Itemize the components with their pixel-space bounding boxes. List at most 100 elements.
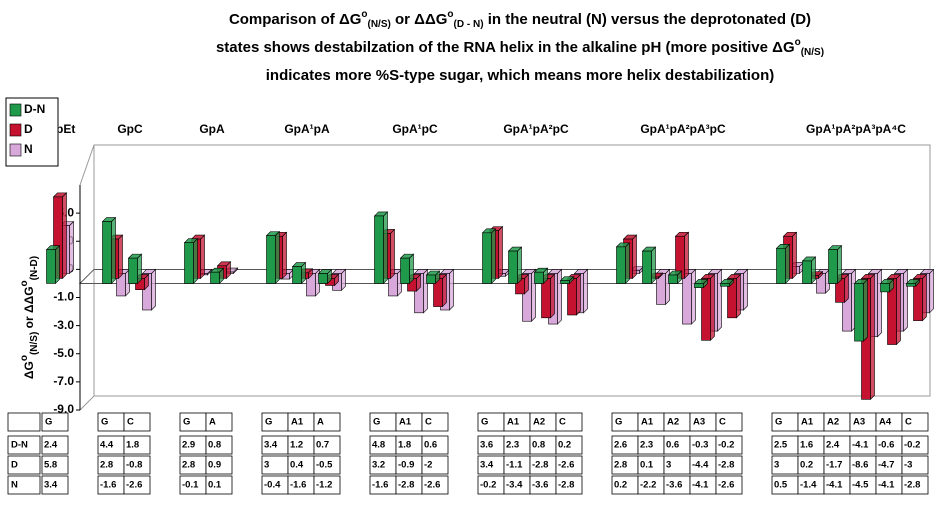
- bar-side: [118, 234, 123, 280]
- table-value: -2.8: [398, 480, 414, 491]
- table-header: A3: [693, 417, 705, 428]
- group-label: GpA¹pA²pA³pC: [640, 122, 726, 136]
- table-header: G: [615, 417, 622, 428]
- group-label: GpA: [199, 122, 225, 136]
- table-value: 2.5: [774, 440, 788, 451]
- table-value: 0.1: [208, 480, 222, 491]
- table-cell: [715, 412, 743, 432]
- bar: [210, 271, 220, 284]
- text-part: o: [19, 280, 30, 286]
- table-value: 3: [774, 460, 779, 471]
- table-value: -2.2: [640, 480, 656, 491]
- bar-side: [863, 278, 868, 342]
- table-cell: [555, 455, 583, 475]
- bar-side: [69, 220, 74, 275]
- bar: [887, 278, 897, 345]
- table-value: -8.6: [852, 460, 868, 471]
- bar: [720, 283, 730, 287]
- table-value: 2.8: [182, 460, 195, 471]
- legend-swatch: [9, 143, 22, 157]
- text-part: (N/S): [368, 19, 391, 30]
- table-value: 0.6: [666, 440, 679, 451]
- bar-side: [743, 268, 748, 311]
- table-header: C: [719, 417, 726, 428]
- bar: [426, 274, 436, 284]
- bar: [318, 273, 328, 284]
- table-label-cell: [7, 475, 41, 495]
- table-header: A3: [853, 417, 865, 428]
- table-value: -2: [424, 460, 432, 471]
- bar: [508, 250, 518, 284]
- legend-label: D-N: [24, 102, 45, 116]
- table-header: A2: [667, 417, 679, 428]
- table-cell: [555, 475, 583, 495]
- table-value: -3: [904, 460, 912, 471]
- table-row-label: N: [11, 480, 18, 491]
- bar-side: [550, 273, 555, 319]
- table-cell: [205, 435, 233, 455]
- bar-side: [922, 273, 927, 322]
- bar-side: [383, 211, 388, 285]
- table-cell: [123, 435, 151, 455]
- table-header: A1: [291, 417, 304, 428]
- bar-side: [792, 231, 797, 280]
- table-value: 3.4: [264, 440, 278, 451]
- text-part: o: [447, 9, 453, 20]
- table-cell: [715, 455, 743, 475]
- bar: [616, 246, 626, 284]
- bar: [541, 278, 551, 319]
- bar: [694, 283, 704, 288]
- table-row-label: D-N: [11, 440, 28, 451]
- table-value: -1.6: [100, 480, 116, 491]
- table-value: -2.6: [558, 460, 574, 471]
- table-cell: [313, 435, 341, 455]
- bar-side: [903, 268, 908, 332]
- text-part: (N/S): [801, 47, 824, 58]
- table-cell: [421, 455, 449, 475]
- table-value: 1.8: [398, 440, 411, 451]
- table-header: G: [373, 417, 380, 428]
- chart-title: indicates more %S-type sugar, which mean…: [266, 67, 774, 84]
- table-value: 2.3: [506, 440, 519, 451]
- table-value: 2.8: [100, 460, 113, 471]
- table-header: G: [265, 417, 272, 428]
- table-value: -4.7: [878, 460, 894, 471]
- table-value: -2.6: [424, 480, 440, 491]
- bar-side: [517, 246, 522, 285]
- table-cell: [313, 412, 341, 432]
- text-part: or ΔΔG: [391, 11, 448, 28]
- bar: [292, 266, 302, 284]
- text-part: indicates more %S-type sugar, which mean…: [266, 67, 774, 84]
- bar: [560, 280, 570, 284]
- table-value: 0.5: [774, 480, 788, 491]
- chart-title: states shows destabilzation of the RNA h…: [216, 37, 824, 58]
- text-part: (N/S): [29, 332, 40, 355]
- text-part: (D - N): [454, 19, 484, 30]
- bar: [482, 232, 492, 284]
- bar: [374, 215, 384, 284]
- bar: [828, 249, 838, 284]
- table-value: -0.2: [904, 440, 920, 451]
- table-value: 0.2: [558, 440, 571, 451]
- bar-side: [736, 273, 741, 319]
- table-cell: [421, 475, 449, 495]
- table-cell: [715, 435, 743, 455]
- text-part: states shows destabilzation of the RNA h…: [216, 39, 795, 56]
- bar-side: [811, 256, 816, 285]
- y-tick-label: -7.0: [53, 374, 74, 388]
- group-label: GpA¹pC: [392, 122, 438, 136]
- bar: [534, 271, 544, 284]
- table-header: A: [317, 417, 324, 428]
- y-axis-title: ΔGo(N/S) or ΔΔGo(N-D): [19, 256, 40, 379]
- table-value: -1.7: [826, 460, 842, 471]
- bar: [142, 273, 152, 311]
- table-header: A1: [801, 417, 814, 428]
- table-value: -1.6: [290, 480, 306, 491]
- bar: [913, 278, 923, 321]
- bar-side: [137, 253, 142, 285]
- bar-side: [896, 273, 901, 346]
- table-value: 1.8: [126, 440, 139, 451]
- table-value: 0.9: [208, 460, 221, 471]
- bar-side: [684, 231, 689, 280]
- bar-side: [651, 246, 656, 285]
